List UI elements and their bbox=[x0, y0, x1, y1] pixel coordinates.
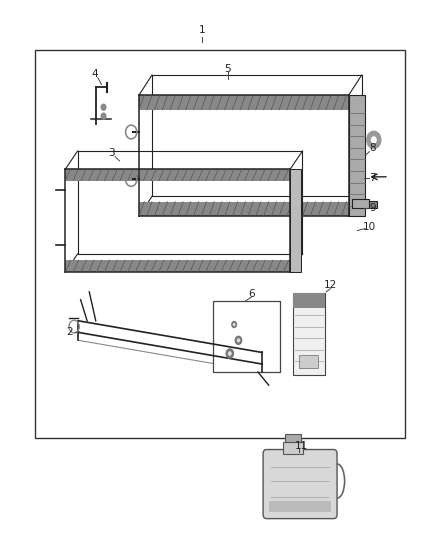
Circle shape bbox=[228, 351, 232, 356]
Polygon shape bbox=[139, 95, 349, 216]
Text: 9: 9 bbox=[369, 204, 376, 214]
Polygon shape bbox=[139, 201, 349, 216]
Text: 3: 3 bbox=[109, 148, 115, 158]
Polygon shape bbox=[367, 200, 377, 208]
Text: 7: 7 bbox=[369, 173, 376, 183]
Text: 8: 8 bbox=[369, 143, 376, 153]
Circle shape bbox=[371, 136, 377, 143]
Bar bbox=[269, 501, 332, 512]
Text: 5: 5 bbox=[224, 64, 231, 74]
Text: 4: 4 bbox=[92, 69, 98, 79]
Polygon shape bbox=[290, 169, 301, 272]
Text: 2: 2 bbox=[67, 327, 73, 337]
Circle shape bbox=[231, 321, 237, 328]
Circle shape bbox=[100, 112, 106, 120]
Bar bbox=[293, 293, 325, 375]
Bar bbox=[285, 434, 301, 442]
Circle shape bbox=[237, 338, 240, 343]
Circle shape bbox=[226, 348, 234, 359]
Polygon shape bbox=[349, 95, 365, 216]
Circle shape bbox=[235, 336, 242, 345]
Circle shape bbox=[367, 132, 381, 148]
Polygon shape bbox=[66, 169, 290, 272]
Text: 1: 1 bbox=[198, 25, 205, 35]
Text: 11: 11 bbox=[294, 441, 308, 451]
Text: 12: 12 bbox=[324, 280, 337, 290]
Text: 6: 6 bbox=[248, 289, 255, 299]
Polygon shape bbox=[66, 260, 290, 272]
Bar bbox=[212, 301, 279, 372]
Bar bbox=[35, 50, 405, 438]
Bar bbox=[293, 293, 325, 308]
Bar bbox=[283, 442, 304, 454]
Polygon shape bbox=[352, 199, 370, 208]
Circle shape bbox=[233, 323, 236, 326]
FancyBboxPatch shape bbox=[263, 449, 337, 519]
Polygon shape bbox=[66, 169, 290, 181]
Bar bbox=[299, 355, 318, 368]
Polygon shape bbox=[139, 95, 349, 110]
Text: 10: 10 bbox=[363, 222, 376, 232]
Circle shape bbox=[100, 103, 106, 111]
